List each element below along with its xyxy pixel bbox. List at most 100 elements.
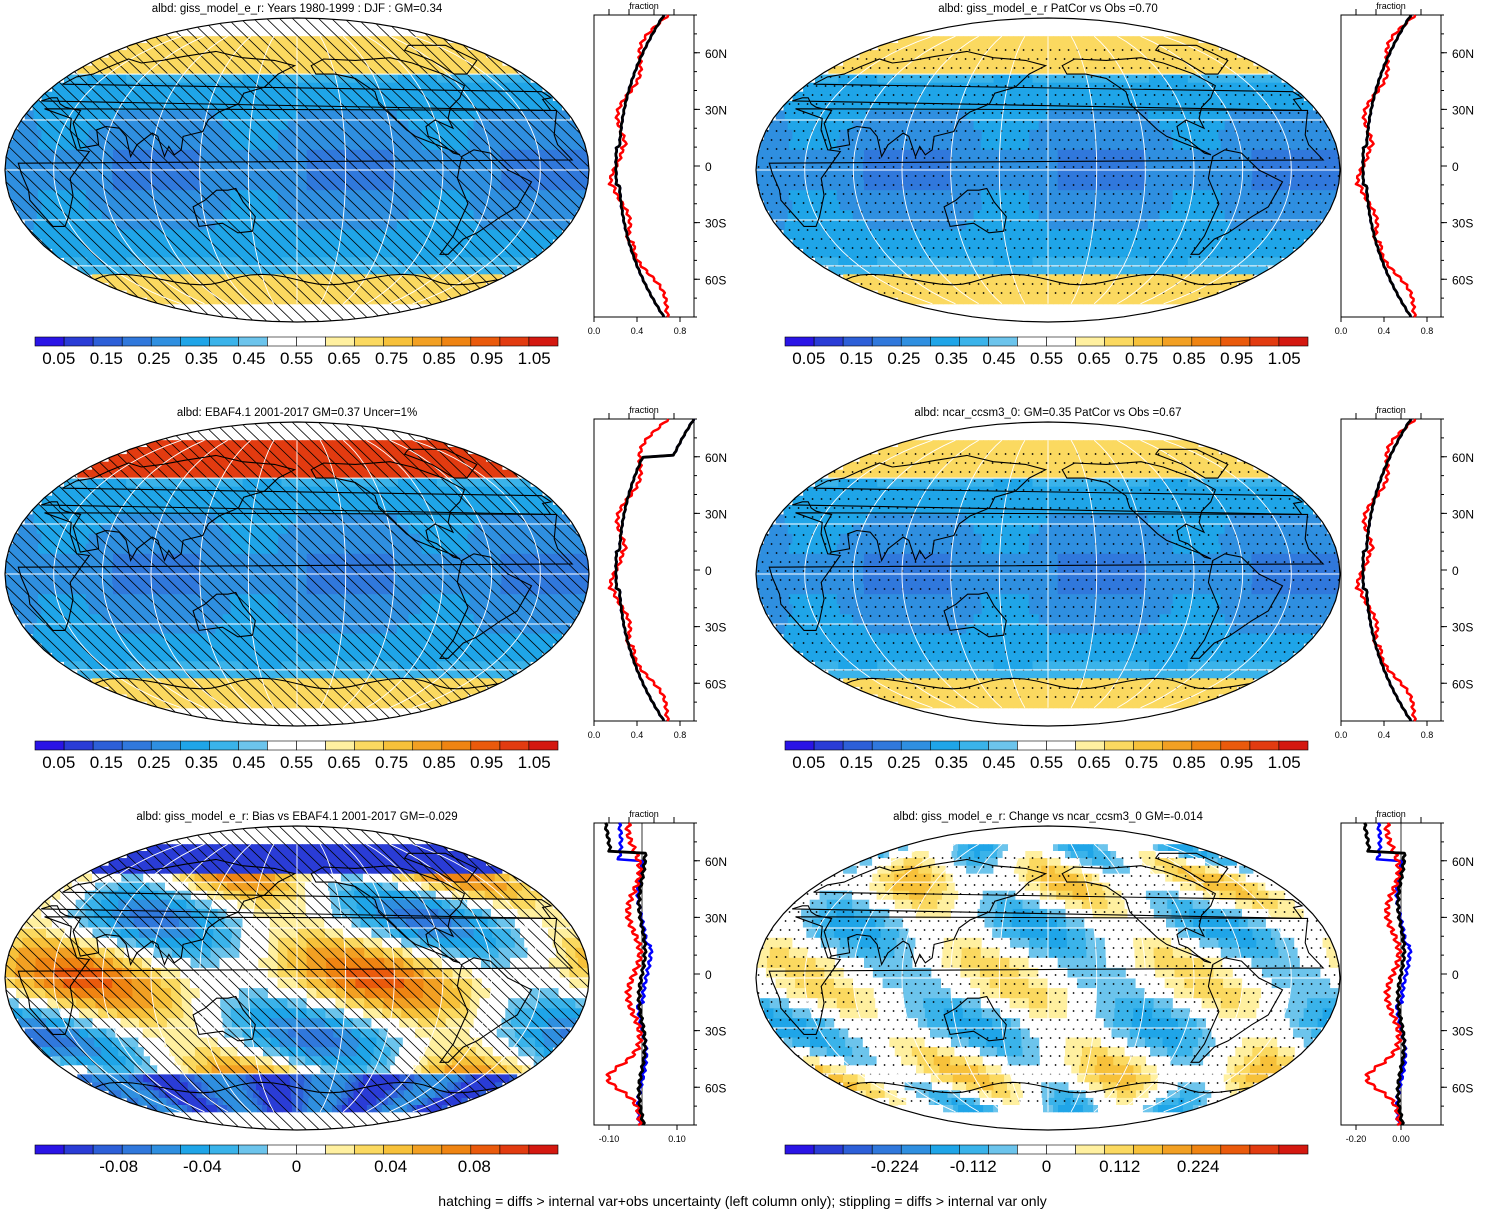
- lat-tick-label: 30S: [1452, 1025, 1473, 1039]
- colorbar: 0.05 0.15 0.25 0.35 0.45 0.55 0.65 0.75 0.85 0.95…: [784, 740, 1309, 772]
- panel-6: albd: giss_model_e_r: Change vs ncar_ccs…: [743, 808, 1485, 1188]
- colorbar-label: 0.15: [90, 349, 123, 368]
- panel-4-svg: albd: ncar_ccsm3_0: GM=0.35 PatCor vs Ob…: [755, 405, 1474, 772]
- colorbar-label: 0.04: [374, 1157, 407, 1176]
- colorbar-label: 0.85: [1173, 349, 1206, 368]
- colorbar-label: 0.25: [887, 349, 920, 368]
- panel-title: albd: ncar_ccsm3_0: GM=0.35 PatCor vs Ob…: [914, 407, 1181, 419]
- colorbar-label: 0.55: [280, 349, 313, 368]
- latitude-profile: fraction 60N 30N 0 30S 60S -0.10 0.10: [593, 809, 727, 1144]
- profile-tick-label: 0.0: [1335, 326, 1348, 336]
- profile-tick-label: 0.4: [631, 326, 644, 336]
- colorbar-label: 0: [1042, 1157, 1051, 1176]
- colorbar-label: 0: [292, 1157, 301, 1176]
- colorbar-label: -0.04: [183, 1157, 222, 1176]
- colorbar-label: 1.05: [518, 349, 551, 368]
- colorbar-label: 0.45: [982, 349, 1015, 368]
- colorbar: 0.05 0.15 0.25 0.35 0.45 0.55 0.65 0.75 0.85 0.95…: [34, 740, 559, 772]
- colorbar-label: 0.95: [1220, 753, 1253, 772]
- colorbar-label: 0.75: [1125, 753, 1158, 772]
- colorbar-label: 1.05: [1268, 349, 1301, 368]
- profile-tick-label: 0.0: [588, 730, 601, 740]
- colorbar-label: -0.08: [99, 1157, 138, 1176]
- panel-title: albd: giss_model_e_r: Years 1980-1999 : …: [152, 3, 443, 15]
- colorbar-label: 0.95: [470, 753, 503, 772]
- panel-3: albd: EBAF4.1 2001-2017 GM=0.37 Uncer=1%…: [0, 404, 742, 796]
- colorbar-label: 0.05: [792, 753, 825, 772]
- lat-tick-label: 30N: [1452, 103, 1474, 117]
- profile-tick-label: -0.10: [599, 1134, 620, 1144]
- colorbar-label: 0.25: [887, 753, 920, 772]
- latitude-profile: fraction 60N 30N 0 30S 60S -0.20 0.00: [1340, 809, 1474, 1144]
- colorbar-label: 0.85: [1173, 753, 1206, 772]
- latitude-profile: fraction 60N 30N 0 30S 60S 0.0 0.4 0.8: [588, 405, 727, 740]
- colorbar: 0.05 0.15 0.25 0.35 0.45 0.55 0.65 0.75 0.85 0.95…: [34, 336, 559, 368]
- colorbar-label: 0.85: [423, 349, 456, 368]
- colorbar-label: 0.85: [423, 753, 456, 772]
- panel-1-svg: albd: giss_model_e_r: Years 1980-1999 : …: [4, 1, 727, 368]
- lat-tick-label: 0: [1452, 160, 1459, 174]
- lat-tick-label: 30S: [1452, 217, 1473, 231]
- colorbar-label: 0.65: [1077, 349, 1110, 368]
- lat-tick-label: 30N: [705, 103, 727, 117]
- colorbar-label: -0.224: [871, 1157, 919, 1176]
- profile-axis-title: fraction: [1376, 1, 1406, 11]
- colorbar-label: 0.35: [935, 753, 968, 772]
- profile-tick-label: 0.0: [588, 326, 601, 336]
- colorbar: -0.08 -0.04 0 0.04 0.08: [34, 1144, 559, 1176]
- lat-tick-label: 0: [705, 968, 712, 982]
- lat-tick-label: 0: [1452, 968, 1459, 982]
- colorbar-label: 0.15: [840, 349, 873, 368]
- colorbar: -0.224 -0.112 0 0.112 0.224: [784, 1144, 1309, 1176]
- profile-tick-label: 0.8: [1421, 730, 1434, 740]
- profile-tick-label: 0.4: [631, 730, 644, 740]
- colorbar-label: 0.95: [1220, 349, 1253, 368]
- panel-title: albd: EBAF4.1 2001-2017 GM=0.37 Uncer=1%: [177, 407, 417, 419]
- lat-tick-label: 30N: [1452, 507, 1474, 521]
- profile-tick-label: 0.4: [1378, 326, 1391, 336]
- lat-tick-label: 60N: [1452, 47, 1474, 61]
- colorbar-label: 1.05: [1268, 753, 1301, 772]
- colorbar-label: 0.05: [42, 753, 75, 772]
- panel-4: albd: ncar_ccsm3_0: GM=0.35 PatCor vs Ob…: [743, 404, 1485, 796]
- world-map: [755, 17, 1341, 323]
- colorbar-label: 0.25: [137, 349, 170, 368]
- colorbar-label: 0.55: [1030, 753, 1063, 772]
- colorbar-label: -0.112: [950, 1157, 997, 1176]
- colorbar: 0.05 0.15 0.25 0.35 0.45 0.55 0.65 0.75 0.85 0.95…: [784, 336, 1309, 368]
- colorbar-label: 0.15: [90, 753, 123, 772]
- profile-tick-label: 0.4: [1378, 730, 1391, 740]
- lat-tick-label: 30S: [705, 621, 726, 635]
- lat-tick-label: 60S: [1452, 1081, 1473, 1095]
- profile-tick-label: 0.8: [674, 730, 687, 740]
- colorbar-label: 0.45: [232, 349, 265, 368]
- colorbar-label: 0.35: [935, 349, 968, 368]
- colorbar-label: 0.55: [1030, 349, 1063, 368]
- lat-tick-label: 30S: [1452, 621, 1473, 635]
- lat-tick-label: 60N: [705, 451, 727, 465]
- lat-tick-label: 30N: [1452, 911, 1474, 925]
- panel-2-svg: albd: giss_model_e_r PatCor vs Obs =0.70…: [755, 1, 1474, 368]
- colorbar-label: 0.75: [1125, 349, 1158, 368]
- footer-caption: hatching = diffs > internal var+obs unce…: [438, 1193, 1047, 1209]
- colorbar-label: 0.15: [840, 753, 873, 772]
- lat-tick-label: 60N: [1452, 855, 1474, 869]
- lat-tick-label: 60N: [705, 47, 727, 61]
- colorbar-label: 0.95: [470, 349, 503, 368]
- profile-axis-title: fraction: [629, 1, 659, 11]
- profile-tick-label: 0.8: [1421, 326, 1434, 336]
- profile-axis-title: fraction: [1376, 809, 1406, 819]
- world-map: [755, 825, 1341, 1131]
- panel-title: albd: giss_model_e_r: Change vs ncar_ccs…: [893, 811, 1203, 823]
- lat-tick-label: 0: [705, 564, 712, 578]
- panel-5: albd: giss_model_e_r: Bias vs EBAF4.1 20…: [0, 808, 742, 1188]
- colorbar-label: 0.55: [280, 753, 313, 772]
- lat-tick-label: 0: [705, 160, 712, 174]
- panel-3-svg: albd: EBAF4.1 2001-2017 GM=0.37 Uncer=1%…: [4, 405, 727, 772]
- colorbar-label: 0.45: [982, 753, 1015, 772]
- lat-tick-label: 30S: [705, 217, 726, 231]
- profile-axis-title: fraction: [629, 405, 659, 415]
- colorbar-label: 0.65: [327, 349, 360, 368]
- lat-tick-label: 60N: [1452, 451, 1474, 465]
- colorbar-label: 0.112: [1099, 1157, 1140, 1176]
